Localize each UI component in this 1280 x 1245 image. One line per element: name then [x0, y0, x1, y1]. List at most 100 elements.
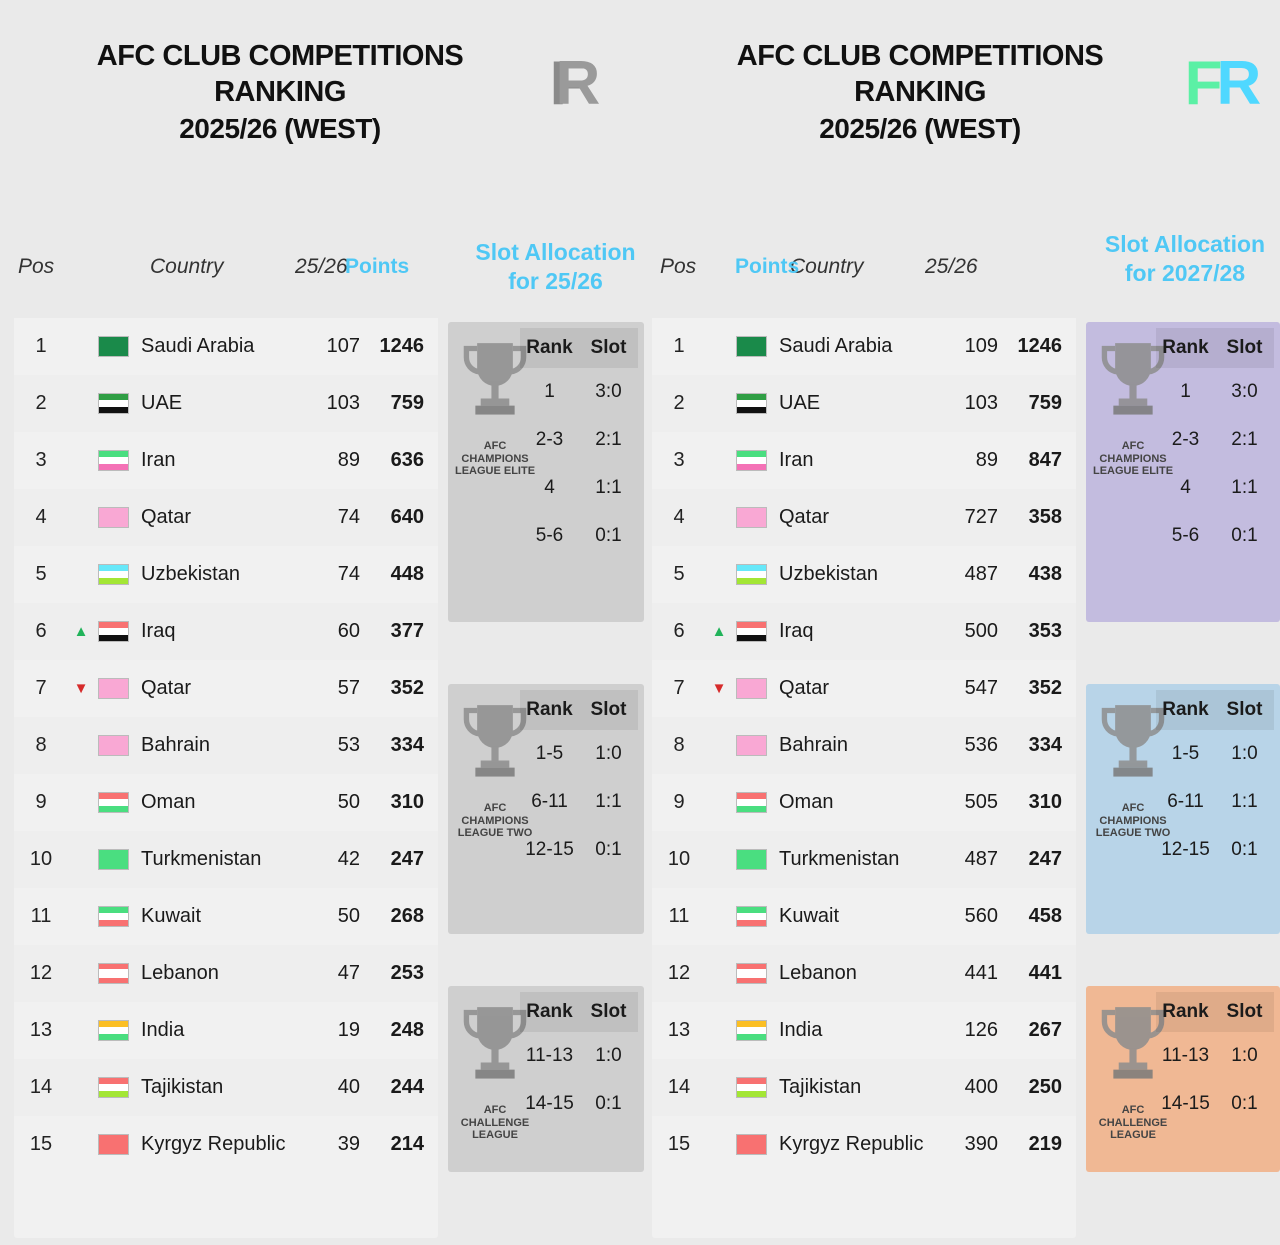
row-total-points: 219 [1028, 1133, 1062, 1155]
row-total-points: 310 [1028, 791, 1062, 813]
table-row[interactable]: 1 Saudi Arabia 109 1246 [652, 318, 1076, 375]
country-flag-icon [732, 735, 770, 756]
slot-count: 0:1 [1231, 839, 1258, 860]
row-position: 11 [30, 905, 52, 927]
row-total-points: 377 [390, 620, 424, 642]
row-season-points: 19 [337, 1019, 360, 1041]
table-row[interactable]: 13 India 19 248 [14, 1002, 438, 1059]
slot-allocation-table: Rank Slot 1 3:0 2-3 2:1 4 1:1 5-6 0:1 [1156, 328, 1274, 560]
table-row[interactable]: 3 Iran 89 636 [14, 432, 438, 489]
table-row[interactable]: 15 Kyrgyz Republic 39 214 [14, 1116, 438, 1173]
slot-rank: 2-3 [535, 429, 564, 450]
table-row[interactable]: 9 Oman 50 310 [14, 774, 438, 831]
table-row[interactable]: 12 Lebanon 441 441 [652, 945, 1076, 1002]
slot-row: 14-15 0:1 [520, 1080, 638, 1128]
row-total-points: 352 [390, 677, 424, 699]
row-total-points: 759 [1028, 392, 1062, 414]
slot-allocation-table: Rank Slot 11-13 1:0 14-15 0:1 [1156, 992, 1274, 1128]
left-col-country: Country [150, 255, 224, 278]
row-position: 15 [29, 1133, 53, 1155]
country-flag-icon [732, 906, 770, 927]
table-row[interactable]: 7 ▼ Qatar 547 352 [652, 660, 1076, 717]
row-season-points: 390 [964, 1133, 998, 1155]
slot-count: 1:1 [595, 477, 622, 498]
slot-rank: 1-5 [1171, 743, 1200, 764]
table-row[interactable]: 5 Uzbekistan 487 438 [652, 546, 1076, 603]
slot-rank: 6-11 [1167, 791, 1204, 812]
left-title-sub: 2025/26 (WEST) [179, 112, 381, 144]
row-country-name: Oman [779, 791, 834, 813]
table-row[interactable]: 14 Tajikistan 40 244 [14, 1059, 438, 1116]
row-total-points: 334 [390, 734, 424, 756]
row-season-points: 57 [337, 677, 360, 699]
slot-rank: 1-5 [535, 743, 564, 764]
table-row[interactable]: 3 Iran 89 847 [652, 432, 1076, 489]
slot-row: 11-13 1:0 [1156, 1032, 1274, 1080]
right-col-total: Points [735, 255, 800, 278]
row-season-points: 89 [975, 449, 998, 471]
country-flag-icon [732, 393, 770, 414]
row-season-points: 441 [964, 962, 998, 984]
table-row[interactable]: 9 Oman 505 310 [652, 774, 1076, 831]
table-row[interactable]: 4 Qatar 727 358 [652, 489, 1076, 546]
trophy-icon [1101, 343, 1165, 415]
country-flag-icon [94, 450, 132, 471]
row-country-name: Qatar [141, 506, 192, 528]
table-row[interactable]: 5 Uzbekistan 74 448 [14, 546, 438, 603]
slot-count: 0:1 [1231, 1093, 1258, 1114]
competition-name: AFC CHALLENGE LEAGUE [460, 1104, 530, 1142]
row-country-name: Lebanon [141, 962, 219, 984]
logo-letter-f: F [1184, 48, 1223, 118]
country-flag-icon [732, 621, 770, 642]
row-position: 14 [667, 1076, 691, 1098]
slot-rank: 1 [1180, 381, 1191, 402]
slot-rank: 12-15 [1161, 839, 1210, 860]
table-row[interactable]: 8 Bahrain 536 334 [652, 717, 1076, 774]
slot-row: 5-6 0:1 [520, 512, 638, 560]
table-row[interactable]: 15 Kyrgyz Republic 390 219 [652, 1116, 1076, 1173]
slot-row: 5-6 0:1 [1156, 512, 1274, 560]
logo-letter-f: F [549, 48, 588, 118]
country-flag-icon [732, 507, 770, 528]
table-row[interactable]: 7 ▼ Qatar 57 352 [14, 660, 438, 717]
slot-row: 14-15 0:1 [1156, 1080, 1274, 1128]
table-row[interactable]: 6 ▲ Iraq 500 353 [652, 603, 1076, 660]
table-row[interactable]: 2 UAE 103 759 [652, 375, 1076, 432]
row-season-points: 74 [337, 506, 360, 528]
table-row[interactable]: 6 ▲ Iraq 60 377 [14, 603, 438, 660]
table-row[interactable]: 14 Tajikistan 400 250 [652, 1059, 1076, 1116]
table-row[interactable]: 2 UAE 103 759 [14, 375, 438, 432]
country-flag-icon [94, 906, 132, 927]
row-total-points: 268 [390, 905, 424, 927]
row-country-name: UAE [141, 392, 183, 414]
right-slot-allocation-header: Slot Allocation for 2027/28 [1104, 231, 1266, 286]
table-row[interactable]: 10 Turkmenistan 42 247 [14, 831, 438, 888]
table-row[interactable]: 10 Turkmenistan 487 247 [652, 831, 1076, 888]
row-season-points: 50 [337, 905, 360, 927]
row-position: 9 [35, 791, 47, 813]
trophy-icon [1101, 1007, 1165, 1079]
table-row[interactable]: 11 Kuwait 50 268 [14, 888, 438, 945]
row-season-points: 60 [337, 620, 360, 642]
slot-header-slot: Slot [590, 699, 627, 720]
row-season-points: 109 [964, 335, 998, 357]
row-season-points: 505 [964, 791, 998, 813]
slot-count: 1:1 [1231, 791, 1258, 812]
row-total-points: 267 [1028, 1019, 1062, 1041]
slot-table-header: Rank Slot [520, 992, 638, 1032]
competition-trophy-icon [456, 698, 534, 803]
slot-count: 1:1 [1231, 477, 1258, 498]
slot-row: 6-11 1:1 [520, 778, 638, 826]
table-row[interactable]: 4 Qatar 74 640 [14, 489, 438, 546]
right-ranking-table: 1 Saudi Arabia 109 1246 2 UAE 103 759 3 Iran 89 847… [652, 318, 1076, 1238]
row-season-points: 547 [964, 677, 998, 699]
slot-header-slot: Slot [590, 337, 627, 358]
row-total-points: 253 [390, 962, 424, 984]
table-row[interactable]: 11 Kuwait 560 458 [652, 888, 1076, 945]
table-row[interactable]: 13 India 126 267 [652, 1002, 1076, 1059]
table-row[interactable]: 1 Saudi Arabia 107 1246 [14, 318, 438, 375]
table-row[interactable]: 8 Bahrain 53 334 [14, 717, 438, 774]
table-row[interactable]: 12 Lebanon 47 253 [14, 945, 438, 1002]
country-flag-icon [94, 792, 132, 813]
